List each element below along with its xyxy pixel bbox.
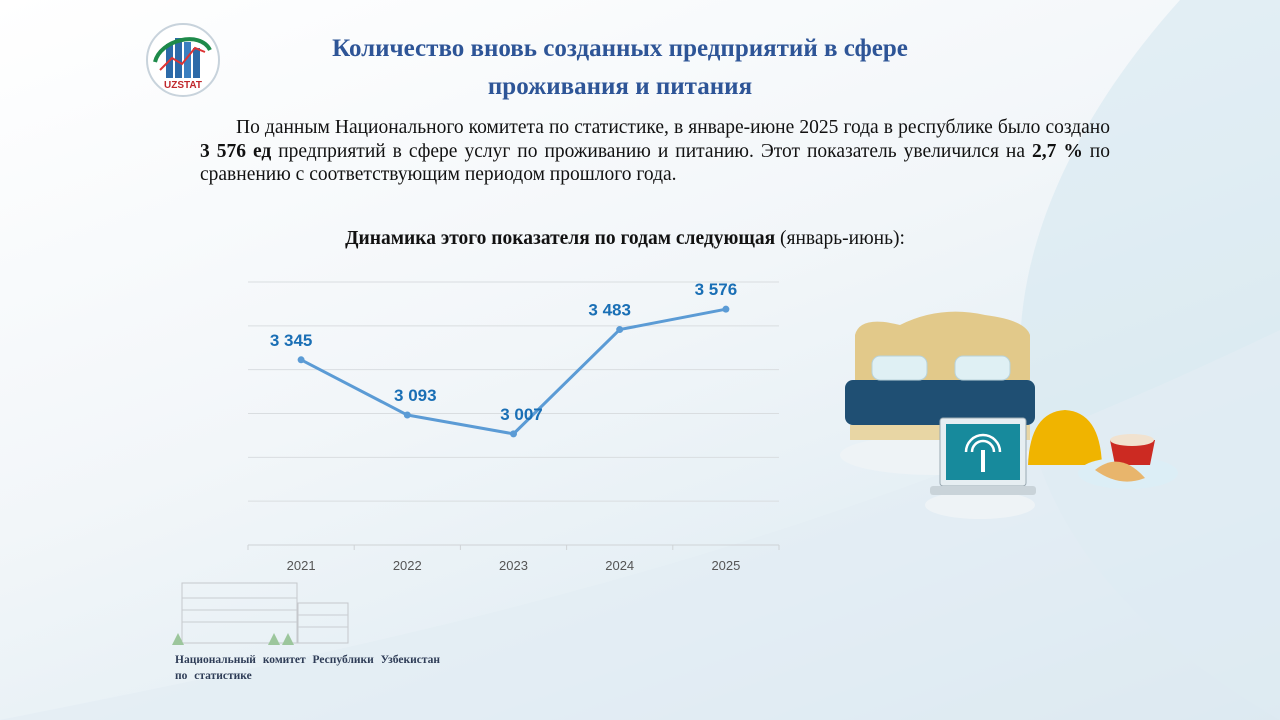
x-tick-label: 2021: [287, 558, 316, 573]
x-tick-label: 2024: [605, 558, 634, 573]
text: предприятий в сфере услуг по проживанию …: [271, 140, 1032, 162]
subtitle-normal: (январь-июнь):: [775, 228, 905, 249]
summary-paragraph: По данным Национального комитета по стат…: [200, 116, 1110, 187]
page-title: Количество вновь созданных предприятий в…: [250, 30, 990, 106]
data-label: 3 345: [270, 331, 313, 350]
data-point: [616, 326, 624, 334]
chart-subtitle: Динамика этого показателя по годам следу…: [200, 228, 1050, 250]
growth-value: 2,7 %: [1031, 140, 1083, 162]
footer-organization: Национальный комитет Республики Узбекист…: [175, 652, 440, 684]
subtitle-bold: Динамика этого показателя по годам следу…: [345, 228, 776, 249]
data-point: [297, 356, 305, 364]
title-line-2: проживания и питания: [487, 73, 753, 100]
data-label: 3 576: [695, 280, 738, 299]
data-point: [510, 430, 517, 438]
count-value: 3 576 ед: [200, 140, 272, 162]
text: По данным Национального комитета по стат…: [236, 117, 1110, 138]
svg-text:UZSTAT: UZSTAT: [164, 80, 202, 91]
footer-line-2: по статистике: [175, 670, 252, 682]
x-tick-label: 2022: [393, 558, 422, 573]
text: по сравнению с соответствующим периодом …: [200, 140, 1110, 186]
footer-line-1: Национальный комитет Республики Узбекист…: [175, 654, 441, 666]
data-point: [403, 411, 411, 419]
x-tick-label: 2025: [711, 558, 740, 573]
data-label: 3 007: [500, 405, 543, 424]
data-point: [722, 305, 730, 313]
data-label: 3 483: [588, 301, 631, 320]
x-tick-label: 2023: [499, 558, 528, 573]
data-label: 3 093: [394, 386, 437, 405]
title-line-1: Количество вновь созданных предприятий в…: [332, 35, 908, 62]
